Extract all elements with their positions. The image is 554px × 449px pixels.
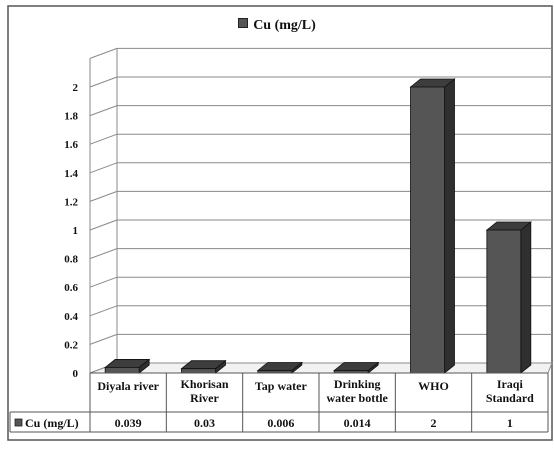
y-tick-label: 0.2 (64, 339, 78, 351)
category-label: water bottle (326, 391, 388, 405)
gridline-side (89, 219, 118, 231)
value-label: 1 (507, 416, 513, 430)
category-label: Diyala river (97, 379, 159, 393)
chart-frame (7, 5, 553, 441)
bars (104, 78, 532, 374)
y-tick-label: 1.6 (64, 139, 78, 151)
y-tick-label: 1 (73, 225, 79, 237)
y-tick-label: 2 (73, 82, 79, 94)
category-label: Drinking (334, 377, 381, 391)
y-tick-label: 0.8 (64, 254, 78, 266)
gridline-side (89, 105, 118, 117)
y-tick-label: 1.8 (64, 111, 78, 123)
y-tick-label: 1.2 (64, 196, 78, 208)
value-label: 0.03 (194, 416, 215, 430)
category-label: WHO (418, 379, 449, 393)
legend-swatch (238, 18, 249, 28)
category-label: Khorisan (180, 377, 228, 391)
bar (410, 86, 445, 374)
category-label: Standard (486, 391, 534, 405)
bar-side (444, 78, 455, 374)
y-tick-label: 1.4 (64, 168, 78, 180)
gridline-side (89, 47, 118, 59)
y-tick-labels: 0 0.2 0.4 0.6 0.8 1 1.2 1.4 1.6 1.8 2 (64, 82, 78, 380)
gridline-side (89, 248, 118, 260)
value-label: 2 (431, 416, 437, 430)
gridline-side (89, 190, 118, 202)
bar (104, 367, 140, 374)
gridline-side (89, 162, 118, 174)
gridline-side (89, 76, 118, 88)
value-label: 0.039 (115, 416, 142, 430)
bar (181, 368, 216, 374)
y-tick-label: 0 (73, 368, 79, 380)
value-label: 0.014 (344, 416, 371, 430)
gridlines (89, 47, 553, 374)
table-series-label: Cu (mg/L) (25, 416, 79, 430)
table-legend-swatch (14, 418, 23, 427)
category-label: River (190, 391, 219, 405)
gridline-side (89, 305, 118, 317)
legend-label: Cu (mg/L) (253, 18, 316, 33)
value-label: 0.006 (267, 416, 294, 430)
floor (89, 362, 553, 374)
gridline-side (89, 133, 118, 145)
category-label: Iraqi (497, 377, 524, 391)
y-tick-label: 0.6 (64, 282, 78, 294)
gridline-side (89, 276, 118, 288)
category-label: Tap water (255, 379, 308, 393)
bar (486, 229, 522, 374)
y-tick-label: 0.4 (64, 311, 78, 323)
legend: Cu (mg/L) (0, 18, 554, 34)
bar-side (520, 221, 532, 374)
gridline-side (89, 333, 118, 345)
